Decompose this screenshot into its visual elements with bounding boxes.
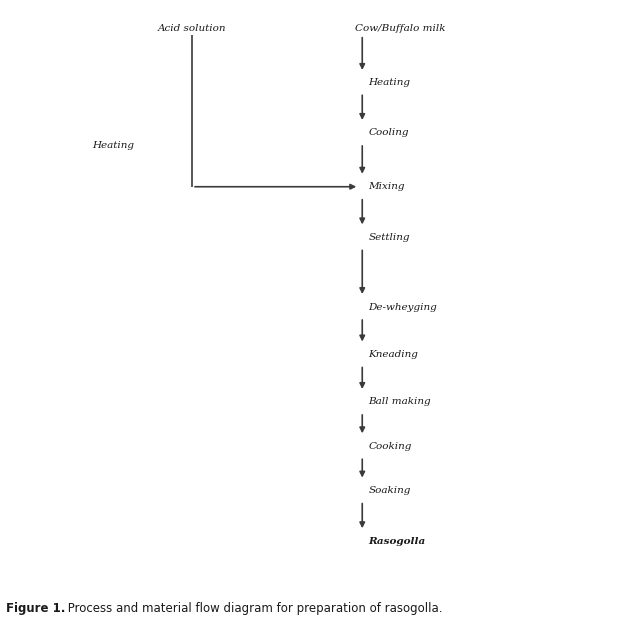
Text: Settling: Settling	[369, 233, 410, 242]
Text: Cow/Buffalo milk: Cow/Buffalo milk	[355, 24, 445, 33]
Text: Heating: Heating	[369, 78, 411, 87]
Text: Acid solution: Acid solution	[158, 24, 226, 33]
Text: Rasogolla: Rasogolla	[369, 537, 426, 546]
Text: Cooking: Cooking	[369, 442, 412, 451]
Text: Mixing: Mixing	[369, 182, 405, 191]
Text: De-wheyging: De-wheyging	[369, 303, 437, 311]
Text: Kneading: Kneading	[369, 350, 418, 359]
Text: Soaking: Soaking	[369, 486, 411, 495]
Text: Process and material flow diagram for preparation of rasogolla.: Process and material flow diagram for pr…	[64, 603, 443, 615]
Text: Ball making: Ball making	[369, 398, 431, 406]
Text: Cooling: Cooling	[369, 128, 409, 137]
Text: Figure 1.: Figure 1.	[6, 603, 66, 615]
Text: Heating: Heating	[93, 141, 134, 150]
